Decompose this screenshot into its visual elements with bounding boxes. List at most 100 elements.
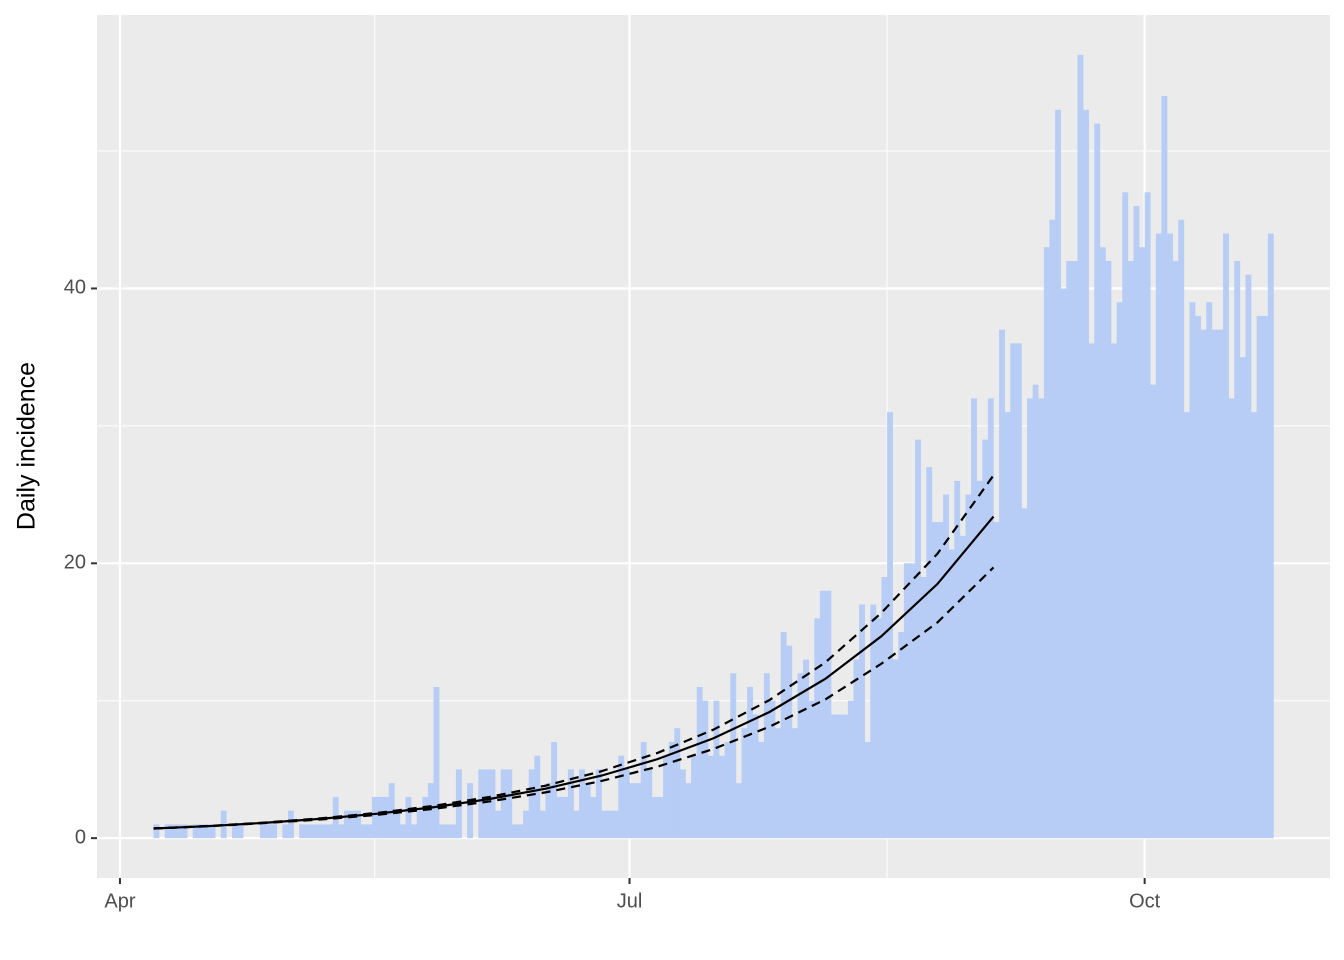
bar — [909, 563, 916, 839]
bar — [1049, 219, 1056, 839]
bar — [1088, 343, 1095, 839]
bar — [612, 810, 619, 839]
bar — [887, 412, 893, 839]
bar — [903, 563, 910, 839]
bar — [237, 824, 244, 839]
bar — [965, 494, 972, 839]
bar — [769, 700, 776, 839]
bar — [327, 824, 334, 839]
ci-line — [153, 566, 995, 830]
bar — [1234, 260, 1241, 839]
bar — [763, 673, 770, 839]
bar — [607, 810, 614, 839]
bar — [338, 824, 345, 839]
bar — [1228, 398, 1235, 839]
bar — [1239, 357, 1246, 839]
y-tick-label: 0 — [75, 826, 86, 848]
bar — [506, 769, 513, 839]
bar — [836, 714, 843, 839]
bar — [377, 796, 384, 839]
bar — [870, 604, 877, 839]
bar — [926, 467, 933, 839]
bar — [937, 522, 944, 839]
bar — [1060, 288, 1067, 839]
bar — [1178, 219, 1185, 839]
bar — [987, 398, 994, 839]
bar — [203, 824, 210, 839]
bar — [500, 769, 507, 839]
x-tick-label: Jul — [617, 890, 643, 912]
bar — [1094, 123, 1101, 839]
bar — [1256, 315, 1263, 839]
y-tick-label: 40 — [64, 277, 86, 299]
bar — [752, 714, 759, 839]
bar — [707, 755, 714, 839]
bar — [299, 824, 306, 839]
bar — [775, 728, 781, 839]
bar — [181, 824, 188, 839]
bar — [355, 810, 362, 839]
bar — [259, 824, 266, 839]
bar — [411, 824, 418, 839]
bar — [1071, 260, 1078, 839]
bar — [685, 783, 692, 839]
bar — [1183, 412, 1190, 839]
bar — [1015, 343, 1022, 839]
bar — [814, 618, 821, 839]
bar — [954, 480, 961, 839]
bar — [310, 824, 317, 839]
bar — [416, 810, 423, 839]
bar — [1211, 329, 1218, 839]
bar — [1155, 233, 1162, 839]
bar — [993, 522, 1000, 839]
bar — [467, 783, 474, 839]
bar — [265, 824, 272, 839]
bar — [567, 769, 574, 839]
bar — [383, 796, 390, 839]
bar — [674, 728, 681, 839]
bar — [405, 796, 412, 839]
bar — [831, 714, 837, 839]
bar — [1004, 412, 1011, 839]
bar — [478, 769, 485, 839]
bar — [803, 659, 809, 839]
bar — [1032, 384, 1039, 839]
bar — [892, 659, 899, 839]
bar — [864, 741, 871, 839]
bar — [808, 700, 815, 839]
bar — [433, 686, 440, 839]
bar — [859, 604, 865, 839]
bar — [271, 824, 278, 839]
bar — [898, 632, 905, 839]
bar — [853, 659, 860, 839]
bar — [556, 796, 563, 839]
bar — [1055, 109, 1061, 839]
bar — [209, 824, 216, 839]
bar — [1083, 109, 1089, 839]
bar — [623, 769, 630, 839]
bar — [315, 824, 322, 839]
bar — [175, 824, 182, 839]
x-tick-label: Apr — [104, 890, 135, 912]
bar — [1217, 329, 1224, 839]
bar — [931, 522, 938, 839]
bar — [170, 824, 177, 839]
bar — [758, 741, 765, 839]
bar — [825, 590, 832, 839]
x-tick-label: Oct — [1129, 890, 1161, 912]
bar — [517, 824, 524, 839]
bar — [629, 783, 636, 839]
bar — [534, 755, 541, 839]
bar — [646, 769, 653, 839]
bar — [287, 810, 294, 839]
bar — [1245, 274, 1252, 839]
bar — [1144, 192, 1151, 839]
bar — [595, 769, 602, 839]
bar — [427, 783, 434, 839]
bar — [483, 769, 490, 839]
bar — [539, 810, 546, 839]
bar — [1010, 343, 1017, 839]
bar — [1206, 302, 1213, 839]
bar — [797, 673, 804, 839]
